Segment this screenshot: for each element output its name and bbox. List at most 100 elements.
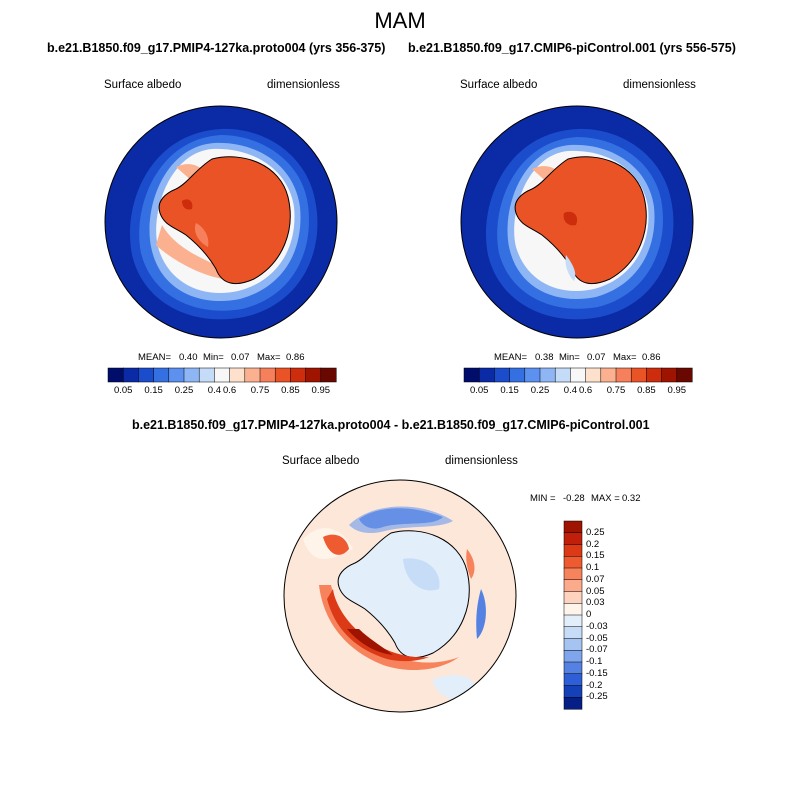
colorbar-swatch [563, 685, 583, 698]
colorbar-tick-label: 0.05 [469, 385, 489, 396]
diff-max-label: MAX = [591, 493, 620, 504]
colorbar-swatch [563, 673, 583, 687]
colorbar-swatch [107, 367, 124, 383]
diff-title: b.e21.B1850.f09_g17.PMIP4-127ka.proto004… [132, 418, 650, 432]
colorbar-tick-label: -0.15 [586, 667, 608, 679]
colorbar-swatch [615, 367, 632, 383]
panel1-variable-label: Surface albedo [104, 79, 182, 91]
colorbar-swatch [478, 367, 495, 383]
colorbar-swatch [563, 697, 583, 710]
panel1-mean-label: MEAN= [138, 352, 171, 363]
season-title: MAM [374, 8, 426, 33]
colorbar-swatch [676, 367, 693, 383]
colorbar-tick-label: 0.6 [222, 385, 237, 396]
colorbar-swatch [122, 367, 139, 383]
panel2-min-value: 0.07 [587, 352, 606, 363]
panel1-polar-map [104, 105, 338, 339]
colorbar-tick-label: -0.2 [586, 679, 603, 691]
colorbar-swatch [563, 532, 583, 546]
panel1-mean-value: 0.40 [179, 352, 198, 363]
colorbar-swatch [153, 367, 170, 383]
colorbar-tick-label: 0.15 [586, 550, 605, 562]
colorbar-swatch [585, 367, 602, 383]
colorbar-tick-label: 0.05 [586, 585, 605, 597]
diff-colorbar [563, 520, 583, 710]
colorbar-swatch [563, 579, 583, 593]
colorbar-tick-label: 0.85 [281, 385, 300, 396]
panel2-polar-map [460, 105, 694, 339]
colorbar-swatch [509, 367, 526, 383]
colorbar-tick-label: 0.4 [207, 385, 221, 396]
colorbar-tick-label: 0.03 [586, 597, 605, 609]
panel1-min-label: Min= [203, 352, 224, 363]
colorbar-tick-label: -0.25 [586, 691, 608, 703]
colorbar-swatch [524, 367, 541, 383]
panel2-max-label: Max= [613, 352, 637, 363]
colorbar-swatch [168, 367, 185, 383]
diff-variable-label: Surface albedo [282, 455, 360, 467]
colorbar-tick-label: 0.1 [586, 562, 600, 573]
colorbar-swatch [214, 367, 231, 383]
panel2-max-value: 0.86 [642, 352, 661, 363]
colorbar-swatch [554, 367, 571, 383]
colorbar-swatch [646, 367, 663, 383]
colorbar-swatch [563, 544, 583, 557]
diff-min-value: -0.28 [563, 493, 585, 504]
colorbar-tick-label: -0.07 [586, 644, 608, 656]
panel1-max-label: Max= [257, 352, 281, 363]
colorbar-tick-label: -0.03 [586, 620, 608, 632]
colorbar-swatch [183, 367, 200, 383]
panel1-colorbar [107, 367, 337, 383]
panel2-run-title: b.e21.B1850.f09_g17.CMIP6-piControl.001 … [408, 41, 736, 55]
colorbar-tick-label: 0 [586, 609, 592, 620]
panel1-run-title: b.e21.B1850.f09_g17.PMIP4-127ka.proto004… [47, 41, 386, 55]
colorbar-swatch [563, 650, 583, 663]
colorbar-tick-label: 0.75 [250, 385, 270, 396]
diff-min-label: MIN = [530, 493, 556, 504]
colorbar-swatch [570, 367, 587, 383]
colorbar-swatch [563, 567, 583, 581]
colorbar-swatch [494, 367, 511, 383]
colorbar-tick-label: 0.85 [637, 385, 656, 396]
diff-max-value: 0.32 [622, 493, 641, 504]
colorbar-tick-label: 0.95 [667, 385, 687, 396]
colorbar-tick-label: 0.15 [500, 385, 519, 396]
colorbar-swatch [563, 591, 583, 604]
panel2-mean-label: MEAN= [494, 352, 527, 363]
colorbar-tick-label: 0.6 [578, 385, 593, 396]
colorbar-tick-label: 0.75 [606, 385, 626, 396]
diff-antarctica [337, 530, 470, 659]
colorbar-swatch [259, 367, 276, 383]
colorbar-swatch [290, 367, 307, 383]
colorbar-tick-label: 0.07 [586, 573, 605, 585]
colorbar-swatch [563, 626, 583, 640]
panel1-max-value: 0.86 [286, 352, 305, 363]
colorbar-swatch [600, 367, 617, 383]
colorbar-swatch [563, 603, 583, 616]
panel1-units-label: dimensionless [267, 79, 340, 91]
colorbar-swatch [274, 367, 291, 383]
colorbar-swatch [320, 367, 337, 383]
panel2-units-label: dimensionless [623, 79, 696, 91]
colorbar-swatch [563, 614, 583, 628]
diff-units-label: dimensionless [445, 455, 518, 467]
panel1-min-value: 0.07 [231, 352, 250, 363]
panel1-antarctica [158, 156, 291, 285]
colorbar-tick-label: 0.15 [144, 385, 163, 396]
colorbar-swatch [463, 367, 480, 383]
colorbar-swatch [563, 556, 583, 569]
colorbar-tick-label: -0.05 [586, 632, 608, 644]
colorbar-swatch [138, 367, 155, 383]
colorbar-tick-label: 0.05 [113, 385, 133, 396]
diff-polar-map [283, 479, 517, 713]
colorbar-tick-label: 0.4 [563, 385, 577, 396]
panel2-colorbar [463, 367, 693, 383]
colorbar-tick-label: 0.25 [586, 526, 605, 538]
colorbar-swatch [563, 520, 583, 534]
panel2-mean-value: 0.38 [535, 352, 554, 363]
colorbar-swatch [563, 661, 583, 675]
panel2-min-label: Min= [559, 352, 580, 363]
colorbar-swatch [630, 367, 647, 383]
colorbar-swatch [244, 367, 261, 383]
colorbar-tick-label: 0.25 [174, 385, 194, 396]
